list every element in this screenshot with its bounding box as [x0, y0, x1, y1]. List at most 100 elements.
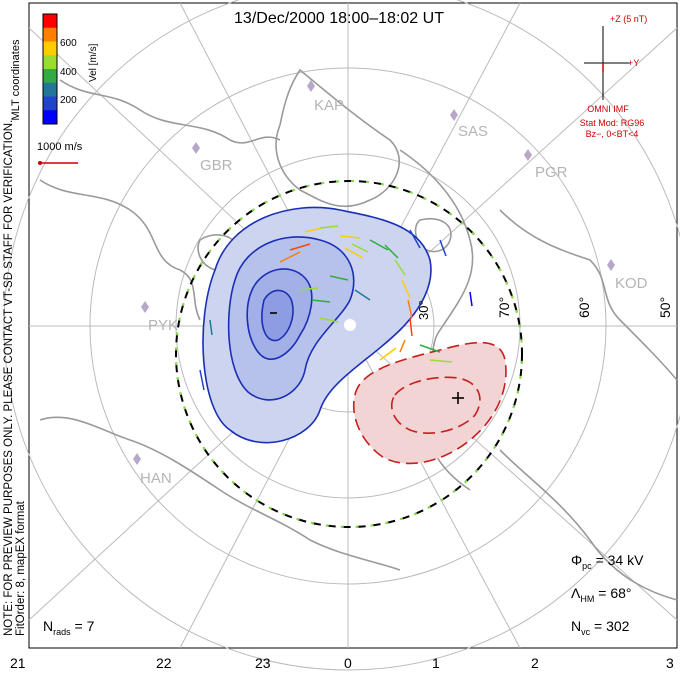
vector: [401, 279, 411, 299]
colorbar-segment: [43, 110, 57, 125]
vector: [384, 244, 399, 259]
velocity-scale-label: 1000 m/s: [37, 141, 83, 153]
preview-note: NOTE: FOR PREVIEW PURPOSES ONLY. PLEASE …: [3, 120, 15, 636]
vector: [299, 287, 319, 291]
stat-n-vc: Nvc = 302: [571, 618, 630, 637]
vector: [409, 317, 413, 337]
colorbar-segment: [43, 27, 57, 42]
vector: [279, 251, 301, 263]
stat-lambda-hm-symbol: Λ: [571, 585, 581, 601]
stat-lambda-hm-value: = 68°: [594, 585, 631, 601]
station-marker-pgr: [524, 149, 532, 161]
vector: [407, 299, 413, 319]
plot-title: 13/Dec/2000 18:00–18:02 UT: [234, 10, 444, 27]
stat-lambda-hm: ΛHM = 68°: [571, 585, 632, 604]
station-kod: KOD: [615, 275, 648, 292]
station-marker-han: [133, 453, 141, 465]
colorbar-segment: [43, 41, 57, 56]
station-marker-kap: [307, 80, 315, 92]
dusk-convection-cell: [202, 206, 432, 444]
stat-n-vc-sub: vc: [581, 627, 591, 637]
latitude-label-70: 70°: [496, 297, 512, 318]
stat-lambda-hm-sub: HM: [580, 594, 594, 604]
vector: [344, 247, 364, 259]
imf-clock: +Z (5 nT) +Y OMNI IMF Stat Mod: RG96 Bz−…: [580, 14, 648, 139]
coast-scandinavia: [39, 179, 201, 321]
coast-greenland: [275, 68, 401, 208]
coast-europe: [59, 79, 281, 144]
latitude-label-60: 60°: [576, 297, 592, 318]
vector: [319, 225, 339, 229]
vector: [379, 347, 397, 361]
mlt-tick-3: 3: [666, 655, 674, 671]
velocity-colorbar: [43, 14, 57, 125]
vector: [469, 291, 473, 307]
vector: [394, 259, 406, 276]
vector: [369, 239, 389, 251]
station-kap: KAP: [314, 97, 344, 114]
mlt-tick-2: 2: [531, 655, 539, 671]
positive-contour-2: [391, 376, 481, 434]
fit-order-note: FitOrder: 8, mapEX format: [15, 500, 27, 636]
stat-phi-pc: Φpc = 34 kV: [571, 552, 644, 571]
mlt-tick-22: 22: [156, 655, 172, 671]
colorbar-tick-600: 600: [60, 38, 77, 49]
colorbar-frame: [42, 13, 58, 125]
colorbar-segment: [43, 14, 57, 29]
magnetic-pole: [344, 319, 356, 331]
colorbar-label: Vel [m/s]: [88, 43, 99, 82]
imf-y-label: +Y: [628, 58, 639, 68]
stat-n-vc-symbol: N: [571, 618, 581, 634]
stat-phi-pc-symbol: Φ: [571, 552, 582, 568]
latitude-label-50: 50°: [657, 297, 673, 318]
latitude-circle-50: [3, 0, 680, 671]
velocity-scale-dot: [38, 161, 42, 165]
coast-hudson: [499, 209, 678, 381]
colorbar-segment: [43, 82, 57, 97]
coast-alaska: [499, 449, 678, 601]
vector: [409, 229, 421, 249]
station-marker-pyk: [141, 301, 149, 313]
imf-source: OMNI IMF: [587, 104, 629, 114]
vector: [209, 319, 213, 336]
station-sas: SAS: [458, 123, 488, 140]
stat-n-rads-value: = 7: [71, 618, 95, 634]
vector: [419, 344, 441, 353]
stat-n-vc-value: = 302: [590, 618, 630, 634]
vector: [399, 339, 406, 353]
station-marker-sas: [450, 109, 458, 121]
stat-phi-pc-sub: pc: [582, 561, 592, 571]
vector: [329, 275, 349, 281]
vector: [289, 243, 311, 251]
heppner-maynard-boundary: [175, 180, 523, 528]
coast-siberia: [39, 416, 401, 571]
mlt-tick-0: 0: [344, 655, 352, 671]
stat-phi-pc-value: = 34 kV: [592, 552, 644, 568]
mlt-tick-1: 1: [432, 655, 440, 671]
station-marker-kod: [607, 259, 615, 271]
stat-n-rads-symbol: N: [43, 618, 53, 634]
positive-contour-1: [353, 341, 507, 465]
coast-islands: [414, 218, 452, 253]
colorbar-tick-200: 200: [60, 95, 77, 106]
mlt-coordinates-label: MLT coordinates: [10, 39, 22, 120]
vector: [351, 243, 369, 253]
vector: [339, 235, 361, 239]
velocity-vectors: [199, 225, 473, 391]
vector: [429, 359, 453, 363]
mlt-tick-23: 23: [255, 655, 271, 671]
vector: [439, 239, 447, 257]
dawn-convection-cell: [353, 341, 507, 465]
stat-n-rads: Nrads = 7: [43, 618, 95, 637]
radar-station-markers: [133, 80, 615, 465]
stat-n-rads-sub: rads: [53, 627, 71, 637]
vector: [311, 299, 331, 303]
negative-contour-4: [261, 289, 294, 342]
mlt-tick-21: 21: [10, 655, 26, 671]
station-pyk: PYK: [148, 317, 178, 334]
latitude-label-30: 30°: [416, 300, 431, 320]
colorbar-tick-400: 400: [60, 67, 77, 78]
station-marker-gbr: [192, 142, 200, 154]
imf-model: Stat Mod: RG96: [580, 118, 645, 128]
